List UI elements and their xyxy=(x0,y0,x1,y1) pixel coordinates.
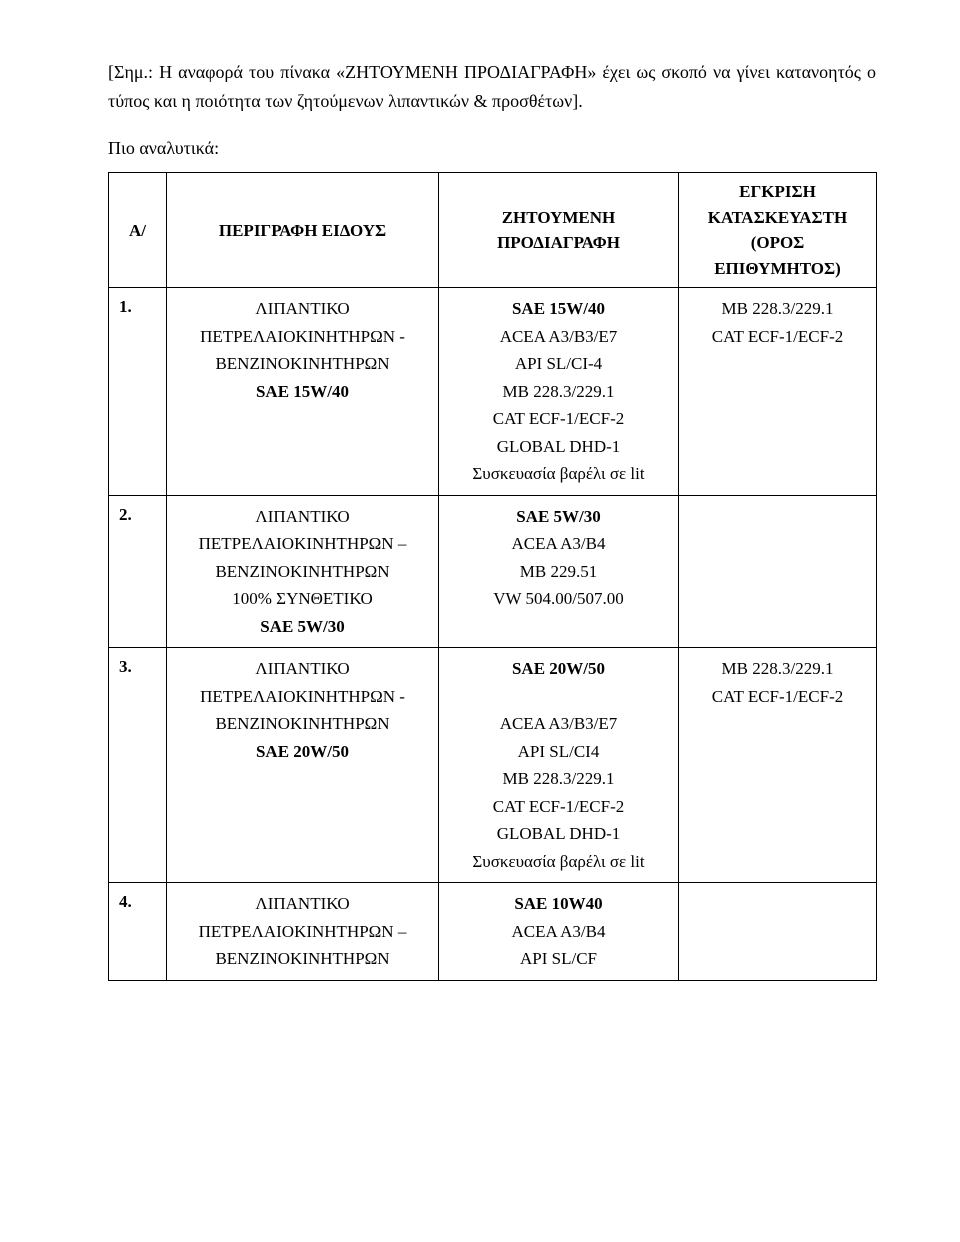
col-header-index: Α/ xyxy=(109,173,167,288)
row-description: ΛΙΠΑΝΤΙΚΟΠΕΤΡΕΛΑΙΟΚΙΝΗΤΗΡΩΝ -ΒΕΝΖΙΝΟΚΙΝΗ… xyxy=(167,288,439,496)
row-number: 2. xyxy=(109,495,167,648)
row-number: 3. xyxy=(109,648,167,883)
row-approval xyxy=(679,883,877,981)
col-header-approval: ΕΓΚΡΙΣΗΚΑΤΑΣΚΕΥΑΣΤΗ(ΟΡΟΣ ΕΠΙΘΥΜΗΤΟΣ) xyxy=(679,173,877,288)
document-page: [Σημ.: Η αναφορά του πίνακα «ΖΗΤΟΥΜΕΝΗ Π… xyxy=(0,0,960,1242)
row-number: 1. xyxy=(109,288,167,496)
intro-paragraph: [Σημ.: Η αναφορά του πίνακα «ΖΗΤΟΥΜΕΝΗ Π… xyxy=(108,58,876,116)
row-spec: SAE 15W/40ACEA A3/B3/E7API SL/CI-4MB 228… xyxy=(439,288,679,496)
table-row: 1.ΛΙΠΑΝΤΙΚΟΠΕΤΡΕΛΑΙΟΚΙΝΗΤΗΡΩΝ -ΒΕΝΖΙΝΟΚΙ… xyxy=(109,288,877,496)
row-description: ΛΙΠΑΝΤΙΚΟΠΕΤΡΕΛΑΙΟΚΙΝΗΤΗΡΩΝ –ΒΕΝΖΙΝΟΚΙΝΗ… xyxy=(167,883,439,981)
row-spec: SAE 10W40ACEA A3/B4API SL/CF xyxy=(439,883,679,981)
col-header-desc: ΠΕΡΙΓΡΑΦΗ ΕΙΔΟΥΣ xyxy=(167,173,439,288)
row-spec: SAE 20W/50 ACEA A3/B3/E7API SL/CI4MB 228… xyxy=(439,648,679,883)
row-number: 4. xyxy=(109,883,167,981)
row-description: ΛΙΠΑΝΤΙΚΟΠΕΤΡΕΛΑΙΟΚΙΝΗΤΗΡΩΝ –ΒΕΝΖΙΝΟΚΙΝΗ… xyxy=(167,495,439,648)
row-approval: MB 228.3/229.1CAT ECF-1/ECF-2 xyxy=(679,648,877,883)
spec-table: Α/ΠΕΡΙΓΡΑΦΗ ΕΙΔΟΥΣΖΗΤΟΥΜΕΝΗΠΡΟΔΙΑΓΡΑΦΗΕΓ… xyxy=(108,172,877,981)
row-approval: MB 228.3/229.1CAT ECF-1/ECF-2 xyxy=(679,288,877,496)
table-header-row: Α/ΠΕΡΙΓΡΑΦΗ ΕΙΔΟΥΣΖΗΤΟΥΜΕΝΗΠΡΟΔΙΑΓΡΑΦΗΕΓ… xyxy=(109,173,877,288)
row-spec: SAE 5W/30ACEA A3/B4MB 229.51VW 504.00/50… xyxy=(439,495,679,648)
subheading: Πιο αναλυτικά: xyxy=(108,134,876,163)
row-approval xyxy=(679,495,877,648)
table-row: 2.ΛΙΠΑΝΤΙΚΟΠΕΤΡΕΛΑΙΟΚΙΝΗΤΗΡΩΝ –ΒΕΝΖΙΝΟΚΙ… xyxy=(109,495,877,648)
table-row: 3.ΛΙΠΑΝΤΙΚΟΠΕΤΡΕΛΑΙΟΚΙΝΗΤΗΡΩΝ -ΒΕΝΖΙΝΟΚΙ… xyxy=(109,648,877,883)
row-description: ΛΙΠΑΝΤΙΚΟΠΕΤΡΕΛΑΙΟΚΙΝΗΤΗΡΩΝ -ΒΕΝΖΙΝΟΚΙΝΗ… xyxy=(167,648,439,883)
table-row: 4.ΛΙΠΑΝΤΙΚΟΠΕΤΡΕΛΑΙΟΚΙΝΗΤΗΡΩΝ –ΒΕΝΖΙΝΟΚΙ… xyxy=(109,883,877,981)
col-header-spec: ΖΗΤΟΥΜΕΝΗΠΡΟΔΙΑΓΡΑΦΗ xyxy=(439,173,679,288)
